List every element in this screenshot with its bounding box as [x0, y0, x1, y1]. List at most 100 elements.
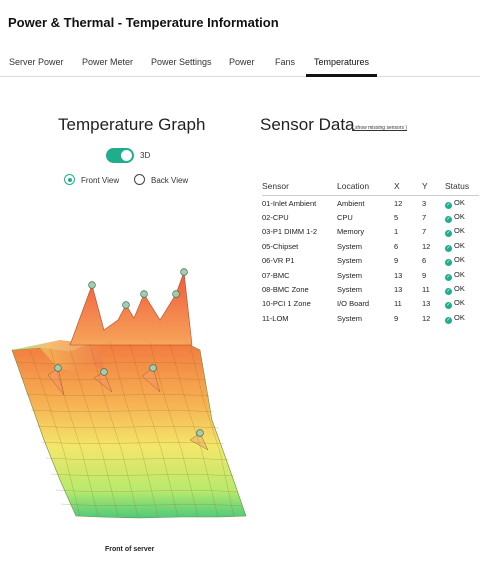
back-view-label: Back View	[151, 176, 189, 185]
status-label: OK	[454, 212, 465, 222]
sensor-name: 03-P1 DIMM 1-2	[262, 227, 318, 237]
sensor-name: 10-PCI 1 Zone	[262, 299, 311, 309]
status-label: OK	[454, 240, 465, 250]
sensor-location: System	[337, 270, 363, 280]
check-circle-icon: ✓	[445, 288, 452, 296]
check-circle-icon: ✓	[445, 244, 452, 252]
status-label: OK	[454, 269, 465, 279]
front-view-label: Front View	[81, 176, 120, 185]
sensor-x: 11	[394, 299, 402, 309]
tab-server-power[interactable]: Server Power	[9, 57, 64, 67]
tab-fans[interactable]: Fans	[275, 57, 296, 67]
sensor-marker[interactable]	[54, 364, 62, 372]
tab-temperatures[interactable]: Temperatures	[314, 57, 370, 67]
sensor-y: 3	[422, 198, 427, 208]
tab-bar: Server Power Power Meter Power Settings …	[0, 50, 480, 77]
3d-toggle-label: 3D	[140, 151, 151, 160]
sensor-status: ✓ OK	[445, 297, 479, 311]
sensor-x: 1	[394, 227, 399, 237]
sensor-y: 12	[422, 313, 431, 323]
table-row: 02-CPU CPU 5 7 ✓ OK	[262, 210, 479, 224]
show-missing-sensors-link[interactable]: ( show missing sensors )	[352, 125, 408, 131]
column-header-status[interactable]: Status	[445, 181, 470, 191]
check-circle-icon: ✓	[445, 259, 452, 267]
sensor-y: 11	[422, 285, 430, 295]
sensor-data-title: Sensor Data	[260, 115, 355, 134]
sensor-status: ✓ OK	[445, 311, 479, 325]
sensor-status: ✓ OK	[445, 196, 479, 211]
column-header-y[interactable]: Y	[422, 181, 428, 191]
sensor-marker[interactable]	[196, 429, 204, 437]
column-header-x[interactable]: X	[394, 181, 400, 191]
sensor-name: 07-BMC	[262, 270, 290, 280]
sensor-x: 13	[394, 270, 403, 280]
sensor-marker[interactable]	[149, 364, 157, 372]
sensor-y: 13	[422, 299, 431, 309]
sensor-name: 01-Inlet Ambient	[262, 198, 317, 208]
page-title: Power & Thermal - Temperature Informatio…	[8, 15, 279, 30]
column-header-location[interactable]: Location	[337, 181, 370, 191]
column-header-sensor[interactable]: Sensor	[262, 181, 289, 191]
sensor-marker[interactable]	[180, 268, 188, 276]
sensor-status: ✓ OK	[445, 268, 479, 282]
radio-selected-dot	[67, 177, 72, 182]
sensor-x: 12	[394, 198, 403, 208]
table-row: 05-Chipset System 6 12 ✓ OK	[262, 239, 479, 253]
sensor-x: 9	[394, 313, 399, 323]
temperature-3d-surface[interactable]	[0, 190, 252, 530]
sensor-x: 13	[394, 285, 403, 295]
table-row: 01-Inlet Ambient Ambient 12 3 ✓ OK	[262, 196, 479, 211]
sensor-location: System	[337, 256, 363, 266]
sensor-name: 05-Chipset	[262, 241, 299, 251]
table-row: 08-BMC Zone System 13 11 ✓ OK	[262, 282, 479, 296]
front-view-radio[interactable]	[64, 174, 75, 185]
sensor-name: 06-VR P1	[262, 256, 295, 266]
sensor-name: 08-BMC Zone	[262, 285, 309, 295]
sensor-status: ✓ OK	[445, 282, 479, 296]
check-circle-icon: ✓	[445, 201, 452, 209]
tab-power[interactable]: Power	[229, 57, 255, 67]
status-label: OK	[454, 255, 465, 265]
sensor-name: 11-LOM	[262, 313, 289, 323]
sensor-status: ✓ OK	[445, 225, 479, 239]
sensor-location: Memory	[337, 227, 365, 237]
graph-caption: Front of server	[105, 546, 155, 553]
toggle-knob	[121, 150, 132, 161]
sensor-marker[interactable]	[140, 290, 148, 298]
sensor-marker[interactable]	[122, 301, 130, 309]
active-tab-indicator	[306, 74, 377, 77]
3d-toggle[interactable]	[106, 148, 134, 163]
sensor-marker[interactable]	[172, 290, 180, 298]
status-label: OK	[454, 284, 465, 294]
status-label: OK	[454, 312, 465, 322]
status-label: OK	[454, 298, 465, 308]
sensor-name: 02-CPU	[262, 213, 289, 223]
sensor-y: 9	[422, 270, 427, 280]
sensor-location: Ambient	[337, 198, 365, 208]
sensor-location: CPU	[337, 213, 353, 223]
sensor-x: 9	[394, 256, 399, 266]
sensor-marker[interactable]	[88, 281, 96, 289]
sensor-x: 5	[394, 213, 399, 223]
sensor-y: 7	[422, 227, 427, 237]
table-row: 10-PCI 1 Zone I/O Board 11 13 ✓ OK	[262, 297, 479, 311]
sensor-marker[interactable]	[100, 368, 108, 376]
sensor-location: System	[337, 313, 363, 323]
sensor-table: Sensor Location X Y Status 01-Inlet Ambi…	[262, 177, 479, 326]
sensor-status: ✓ OK	[445, 254, 479, 268]
tab-power-meter[interactable]: Power Meter	[82, 57, 134, 67]
table-row: 03-P1 DIMM 1-2 Memory 1 7 ✓ OK	[262, 225, 479, 239]
temperature-graph-title: Temperature Graph	[58, 115, 206, 134]
sensor-status: ✓ OK	[445, 239, 479, 253]
sensor-y: 12	[422, 241, 431, 251]
sensor-x: 6	[394, 241, 399, 251]
tab-power-settings[interactable]: Power Settings	[151, 57, 212, 67]
check-circle-icon: ✓	[445, 302, 452, 310]
status-label: OK	[454, 226, 465, 236]
sensor-status: ✓ OK	[445, 210, 479, 224]
sensor-y: 7	[422, 213, 427, 223]
back-view-radio[interactable]	[134, 174, 145, 185]
table-row: 07-BMC System 13 9 ✓ OK	[262, 268, 479, 282]
table-row: 06-VR P1 System 9 6 ✓ OK	[262, 254, 479, 268]
check-circle-icon: ✓	[445, 316, 452, 324]
